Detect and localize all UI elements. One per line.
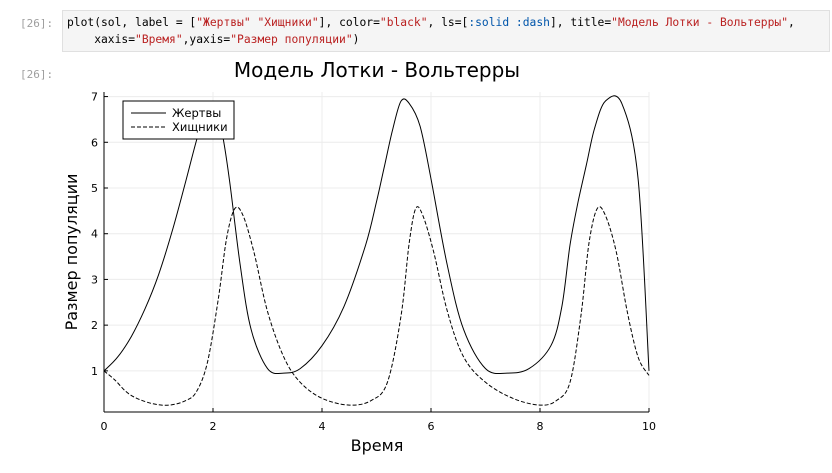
- chart-title: Модель Лотки - Вольтерры: [234, 58, 520, 82]
- x-tick-label: 0: [101, 420, 108, 433]
- code-line: xaxis="Время",yaxis="Размер популяции"): [67, 33, 360, 46]
- code-string: "Размер популяции": [230, 33, 353, 46]
- y-tick-label: 7: [91, 91, 98, 104]
- series-line-prey: [103, 95, 650, 375]
- y-tick-label: 6: [91, 136, 98, 149]
- y-axis-label: Размер популяции: [62, 174, 81, 331]
- legend-label: Жертвы: [172, 106, 221, 120]
- x-tick-label: 10: [642, 420, 656, 433]
- grid: [103, 92, 650, 412]
- legend-label: Хищники: [172, 120, 228, 134]
- code-cell[interactable]: plot(sol, label = ["Жертвы" "Хищники"], …: [62, 10, 830, 52]
- code-string: "Время": [135, 33, 183, 46]
- legend-box: [122, 100, 235, 140]
- y-tick-label: 3: [91, 273, 98, 286]
- y-tick-label: 2: [91, 319, 98, 332]
- code-line: plot(sol, label = ["Жертвы" "Хищники"], …: [67, 16, 795, 29]
- x-tick-label: 8: [537, 420, 544, 433]
- x-tick-label: 4: [319, 420, 326, 433]
- y-tick-label: 1: [91, 365, 98, 378]
- input-prompt: [26]:: [20, 17, 54, 30]
- y-tick-label: 4: [91, 228, 98, 241]
- code-string: "Модель Лотки - Вольтерры": [611, 16, 788, 29]
- code-string: "Жертвы" "Хищники": [196, 16, 319, 29]
- series-group: [103, 95, 650, 406]
- series-line-predators: [103, 206, 650, 406]
- output-prompt: [26]:: [20, 68, 54, 81]
- code-string: "black": [379, 16, 428, 29]
- x-tick-label: 6: [428, 420, 435, 433]
- y-tick-label: 5: [91, 182, 98, 195]
- x-tick-label: 2: [210, 420, 217, 433]
- code-symbol: :solid :dash: [468, 16, 550, 29]
- x-axis-label: Время: [351, 436, 404, 455]
